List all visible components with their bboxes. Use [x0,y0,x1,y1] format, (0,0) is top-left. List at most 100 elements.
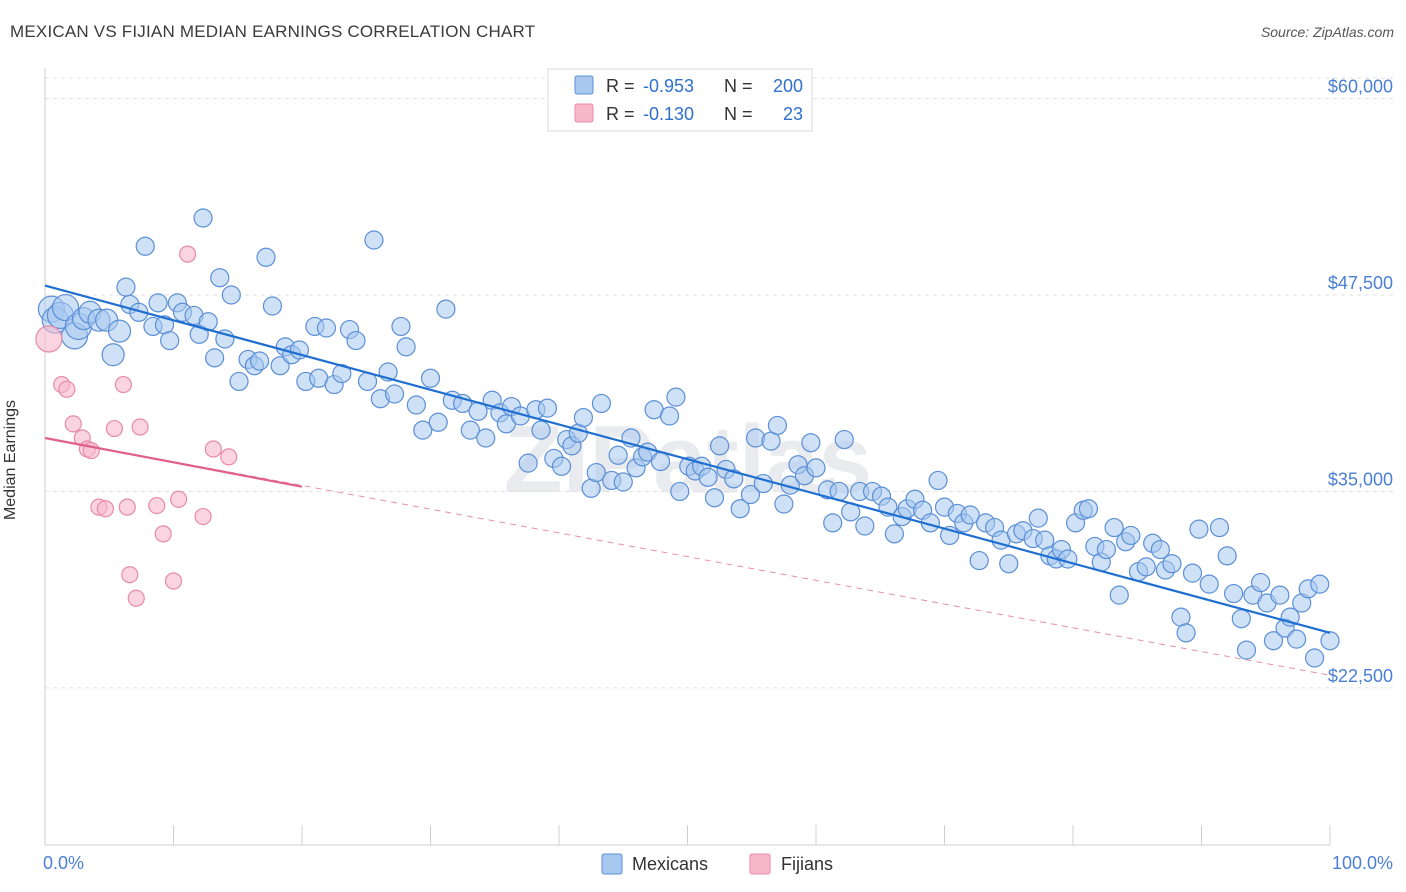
fijians-point [154,525,172,543]
mexicans-point [960,505,980,525]
mexicans-point [531,420,551,440]
mexicans-point [346,330,366,351]
mexicans-point [884,524,904,544]
mexicans-point [413,420,433,440]
legend-label-mexicans[interactable]: Mexicans [632,854,708,874]
y-tick-label: $60,000 [1328,77,1393,97]
mexicans-point [428,412,448,432]
mexicans-point [740,484,761,505]
mexicans-point [1189,519,1209,539]
fijians-point [118,498,136,516]
mexicans-point [659,406,680,426]
fijians-point [131,418,149,436]
y-tick-label: $35,000 [1328,469,1393,489]
mexicans-point [135,236,155,256]
correlation-legend: R = -0.953 N = 200 R = -0.130 N = 23 [547,68,813,132]
mexicans-point [1263,631,1284,651]
mexicans-point [670,481,690,502]
mexicans-point [51,293,80,322]
mexicans-point [396,337,416,357]
mexicans-point [666,387,686,407]
fijians-point [194,507,212,526]
series-legend: Mexicans Fijians [601,853,833,875]
mexicans-point [586,462,606,483]
mexicans-point [205,348,225,368]
mexicans-point [573,407,594,428]
fijians-point [96,500,114,518]
source-label: Source: ZipAtlas.com [1260,24,1394,40]
mexicans-point [801,433,821,453]
mexicans-point [823,513,843,533]
x-tick-labels: 0.0% 100.0% [43,853,1393,873]
mexicans-point [1104,517,1124,538]
legend-r-value: -0.130 [643,104,694,124]
mexicans-point [1028,508,1048,528]
mexicans-point [1251,572,1271,593]
mexicans-point [229,371,249,392]
mexicans-point [774,494,794,514]
mexicans-point [160,330,180,351]
fijians-point [121,566,139,584]
legend-swatch-fijians[interactable] [749,853,771,875]
mexicans-point [1270,585,1290,605]
legend-n-value: 200 [773,76,803,96]
fijians-point [105,419,123,438]
mexicans-point [1078,499,1099,519]
legend-n-label: N = [724,104,753,124]
mexicans-point [1162,554,1182,574]
mexicans-point [1236,640,1257,660]
mexicans-point [1209,517,1230,538]
mexicans-point [1224,583,1244,604]
mexicans-point [116,277,136,297]
mexicans-point [1304,648,1325,668]
mexicans-point [969,550,989,571]
legend-r-label: R = [606,76,635,96]
mexicans-point [1320,631,1340,651]
legend-n-label: N = [724,76,753,96]
mexicans-point [148,293,168,313]
mexicans-trend-line [44,284,1331,634]
mexicans-point [364,230,384,250]
x-tick-label: 0.0% [43,853,84,873]
mexicans-point [591,393,612,414]
fijians-point [35,325,63,353]
mexicans-point [746,428,766,448]
fijians-point [170,490,188,508]
trend-lines [44,284,1331,676]
mexicans-point [332,363,352,384]
mexicans-point [460,420,480,440]
mexicans-point [210,268,230,288]
legend-label-fijians[interactable]: Fijians [781,854,833,874]
mexicans-point [928,470,948,491]
legend-r-value: -0.953 [643,76,694,96]
mexicans-point [613,472,633,492]
legend-swatch-mexicans [574,75,594,95]
mexicans-point [518,453,538,473]
mexicans-point [1109,585,1129,605]
mexicans-point [730,499,750,519]
y-tick-label: $22,500 [1328,666,1393,686]
fijians-point [58,380,76,398]
legend-swatch-mexicans[interactable] [601,853,623,875]
mexicans-point [1310,574,1330,594]
mexicans-point [316,318,337,338]
mexicans-point [704,488,725,508]
mexicans-point [384,384,405,404]
mexicans-point [476,428,496,448]
chart-title: MEXICAN VS FIJIAN MEDIAN EARNINGS CORREL… [10,22,536,41]
mexicans-point [436,299,456,319]
fijians-point [127,589,145,607]
mexicans-point [1176,623,1196,643]
fijians-point [204,440,222,458]
fijians-point [114,375,132,394]
mexicans-point [1096,539,1117,560]
mexicans-points [37,208,1340,668]
mexicans-point [107,319,132,343]
mexicans-point [221,285,241,305]
legend-swatch-fijians [574,103,594,123]
mexicans-point [698,467,718,487]
mexicans-point [420,368,441,388]
mexicans-point [193,208,213,228]
x-tick-label: 100.0% [1332,853,1393,873]
